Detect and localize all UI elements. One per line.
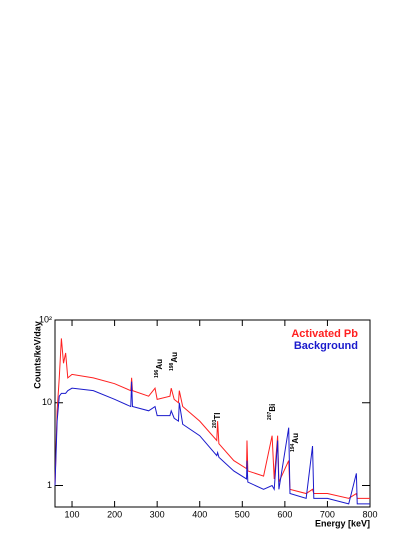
peak-element: Au xyxy=(155,359,164,370)
x-tick-label: 500 xyxy=(235,509,250,519)
y-tick-label: 10 xyxy=(42,397,52,407)
x-tick-label: 100 xyxy=(65,509,80,519)
peak-element: Au xyxy=(291,433,300,444)
peak-element: Bi xyxy=(268,404,277,412)
y-axis-title: Counts/keV/day xyxy=(32,321,42,389)
x-tick-label: 300 xyxy=(150,509,165,519)
x-tick-label: 700 xyxy=(320,509,335,519)
peak-mass: 198 xyxy=(169,362,175,371)
peak-label: 207Bi xyxy=(267,404,277,420)
x-tick-label: 200 xyxy=(107,509,122,519)
y-tick-label: 1 xyxy=(47,480,52,490)
peak-label: 198Au xyxy=(169,352,179,371)
plot-frame xyxy=(54,319,371,508)
peak-label: 194Au xyxy=(290,433,300,452)
y-tick-label: 10² xyxy=(39,314,52,324)
peak-mass: 196 xyxy=(154,369,160,378)
x-tick-label: 400 xyxy=(192,509,207,519)
legend-label: Background xyxy=(294,340,358,352)
peak-element: Tl xyxy=(213,413,222,420)
x-tick-label: 800 xyxy=(362,509,377,519)
series-line xyxy=(54,381,370,505)
peak-label: 203Tl xyxy=(212,413,222,428)
peak-element: Au xyxy=(170,352,179,363)
peak-mass: 194 xyxy=(290,443,296,452)
legend-label: Activated Pb xyxy=(291,328,358,340)
peak-label: 196Au xyxy=(154,359,164,378)
x-axis-title: Energy [keV] xyxy=(315,518,370,528)
x-tick-label: 600 xyxy=(277,509,292,519)
peak-mass: 203 xyxy=(212,419,218,428)
peak-mass: 207 xyxy=(267,411,273,420)
series-line xyxy=(54,338,370,499)
